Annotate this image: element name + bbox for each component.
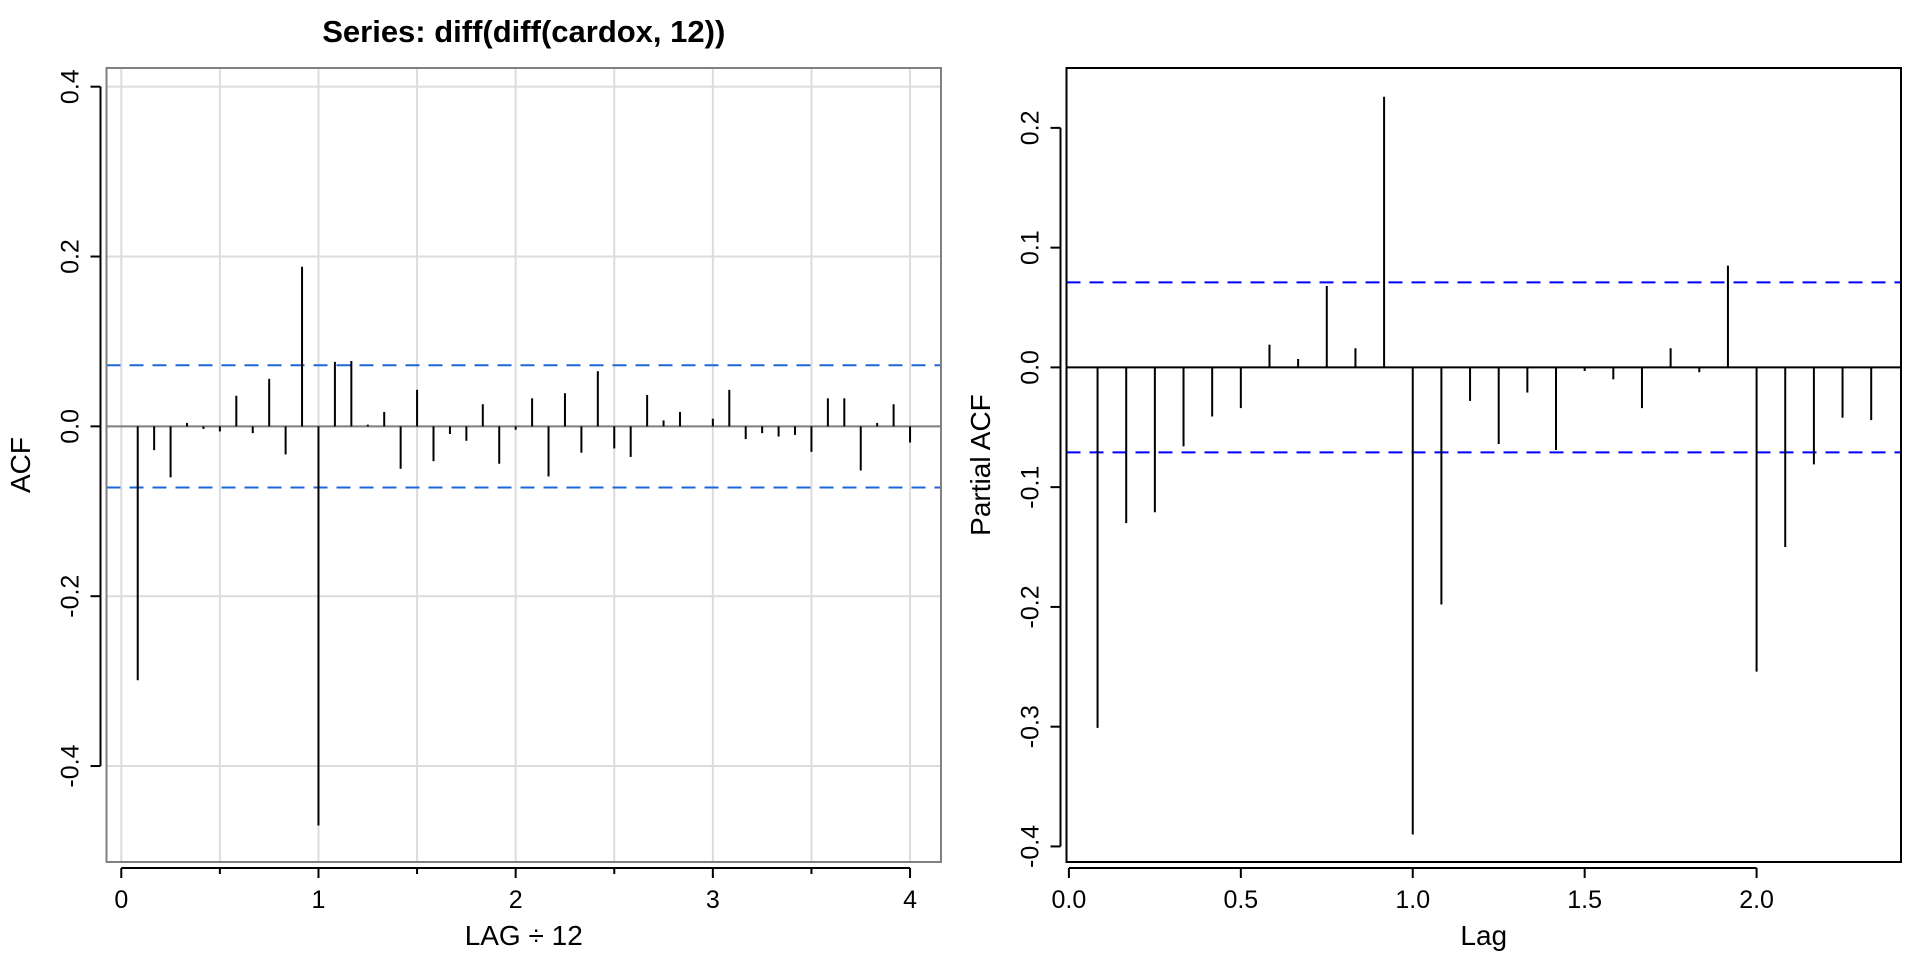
y-tick-label: -0.2 — [57, 575, 85, 618]
y-tick-label: 0.1 — [1017, 230, 1045, 265]
y-tick-label: -0.3 — [1017, 705, 1045, 748]
y-tick-label: 0.0 — [1017, 350, 1045, 385]
x-tick-label: 0.5 — [1223, 886, 1258, 914]
x-tick-label: 2.0 — [1739, 886, 1774, 914]
acf-panel: 0 1 2 3 4 -0.4 -0.2 0.0 0.2 0.4 LAG ÷ 12 ACF Series:… — [5, 14, 942, 951]
y-tick-label: 0.2 — [57, 239, 85, 274]
x-axis-title: LAG ÷ 12 — [465, 920, 583, 951]
pacf-panel: 0.0 0.5 1.0 1.5 2.0 -0.4 -0.3 -0.2 -0.1 0.0 0.1 0.2… — [965, 67, 1902, 951]
x-tick-label: 1.0 — [1395, 886, 1430, 914]
x-tick-label: 2 — [509, 886, 523, 914]
y-tick-label: 0.0 — [57, 409, 85, 444]
plot-frame — [1065, 67, 1902, 863]
y-tick-label: -0.1 — [1017, 466, 1045, 509]
x-tick-label: 0 — [114, 886, 128, 914]
x-tick-label: 0.0 — [1052, 886, 1087, 914]
x-tick-label: 4 — [903, 886, 917, 914]
y-tick-label: 0.2 — [1017, 110, 1045, 145]
y-tick-label: -0.4 — [57, 744, 85, 787]
y-tick-label: -0.2 — [1017, 585, 1045, 628]
x-axis-title: Lag — [1460, 920, 1507, 951]
y-tick-label: -0.4 — [1017, 825, 1045, 868]
plot-frame — [105, 67, 942, 863]
x-tick-label: 1.5 — [1567, 886, 1602, 914]
y-tick-label: 0.4 — [57, 69, 85, 104]
chart-title: Series: diff(diff(cardox, 12)) — [322, 14, 725, 49]
x-tick-label: 3 — [706, 886, 720, 914]
x-tick-label: 1 — [312, 886, 326, 914]
y-axis-title: Partial ACF — [965, 394, 996, 536]
y-axis-title: ACF — [5, 437, 36, 493]
